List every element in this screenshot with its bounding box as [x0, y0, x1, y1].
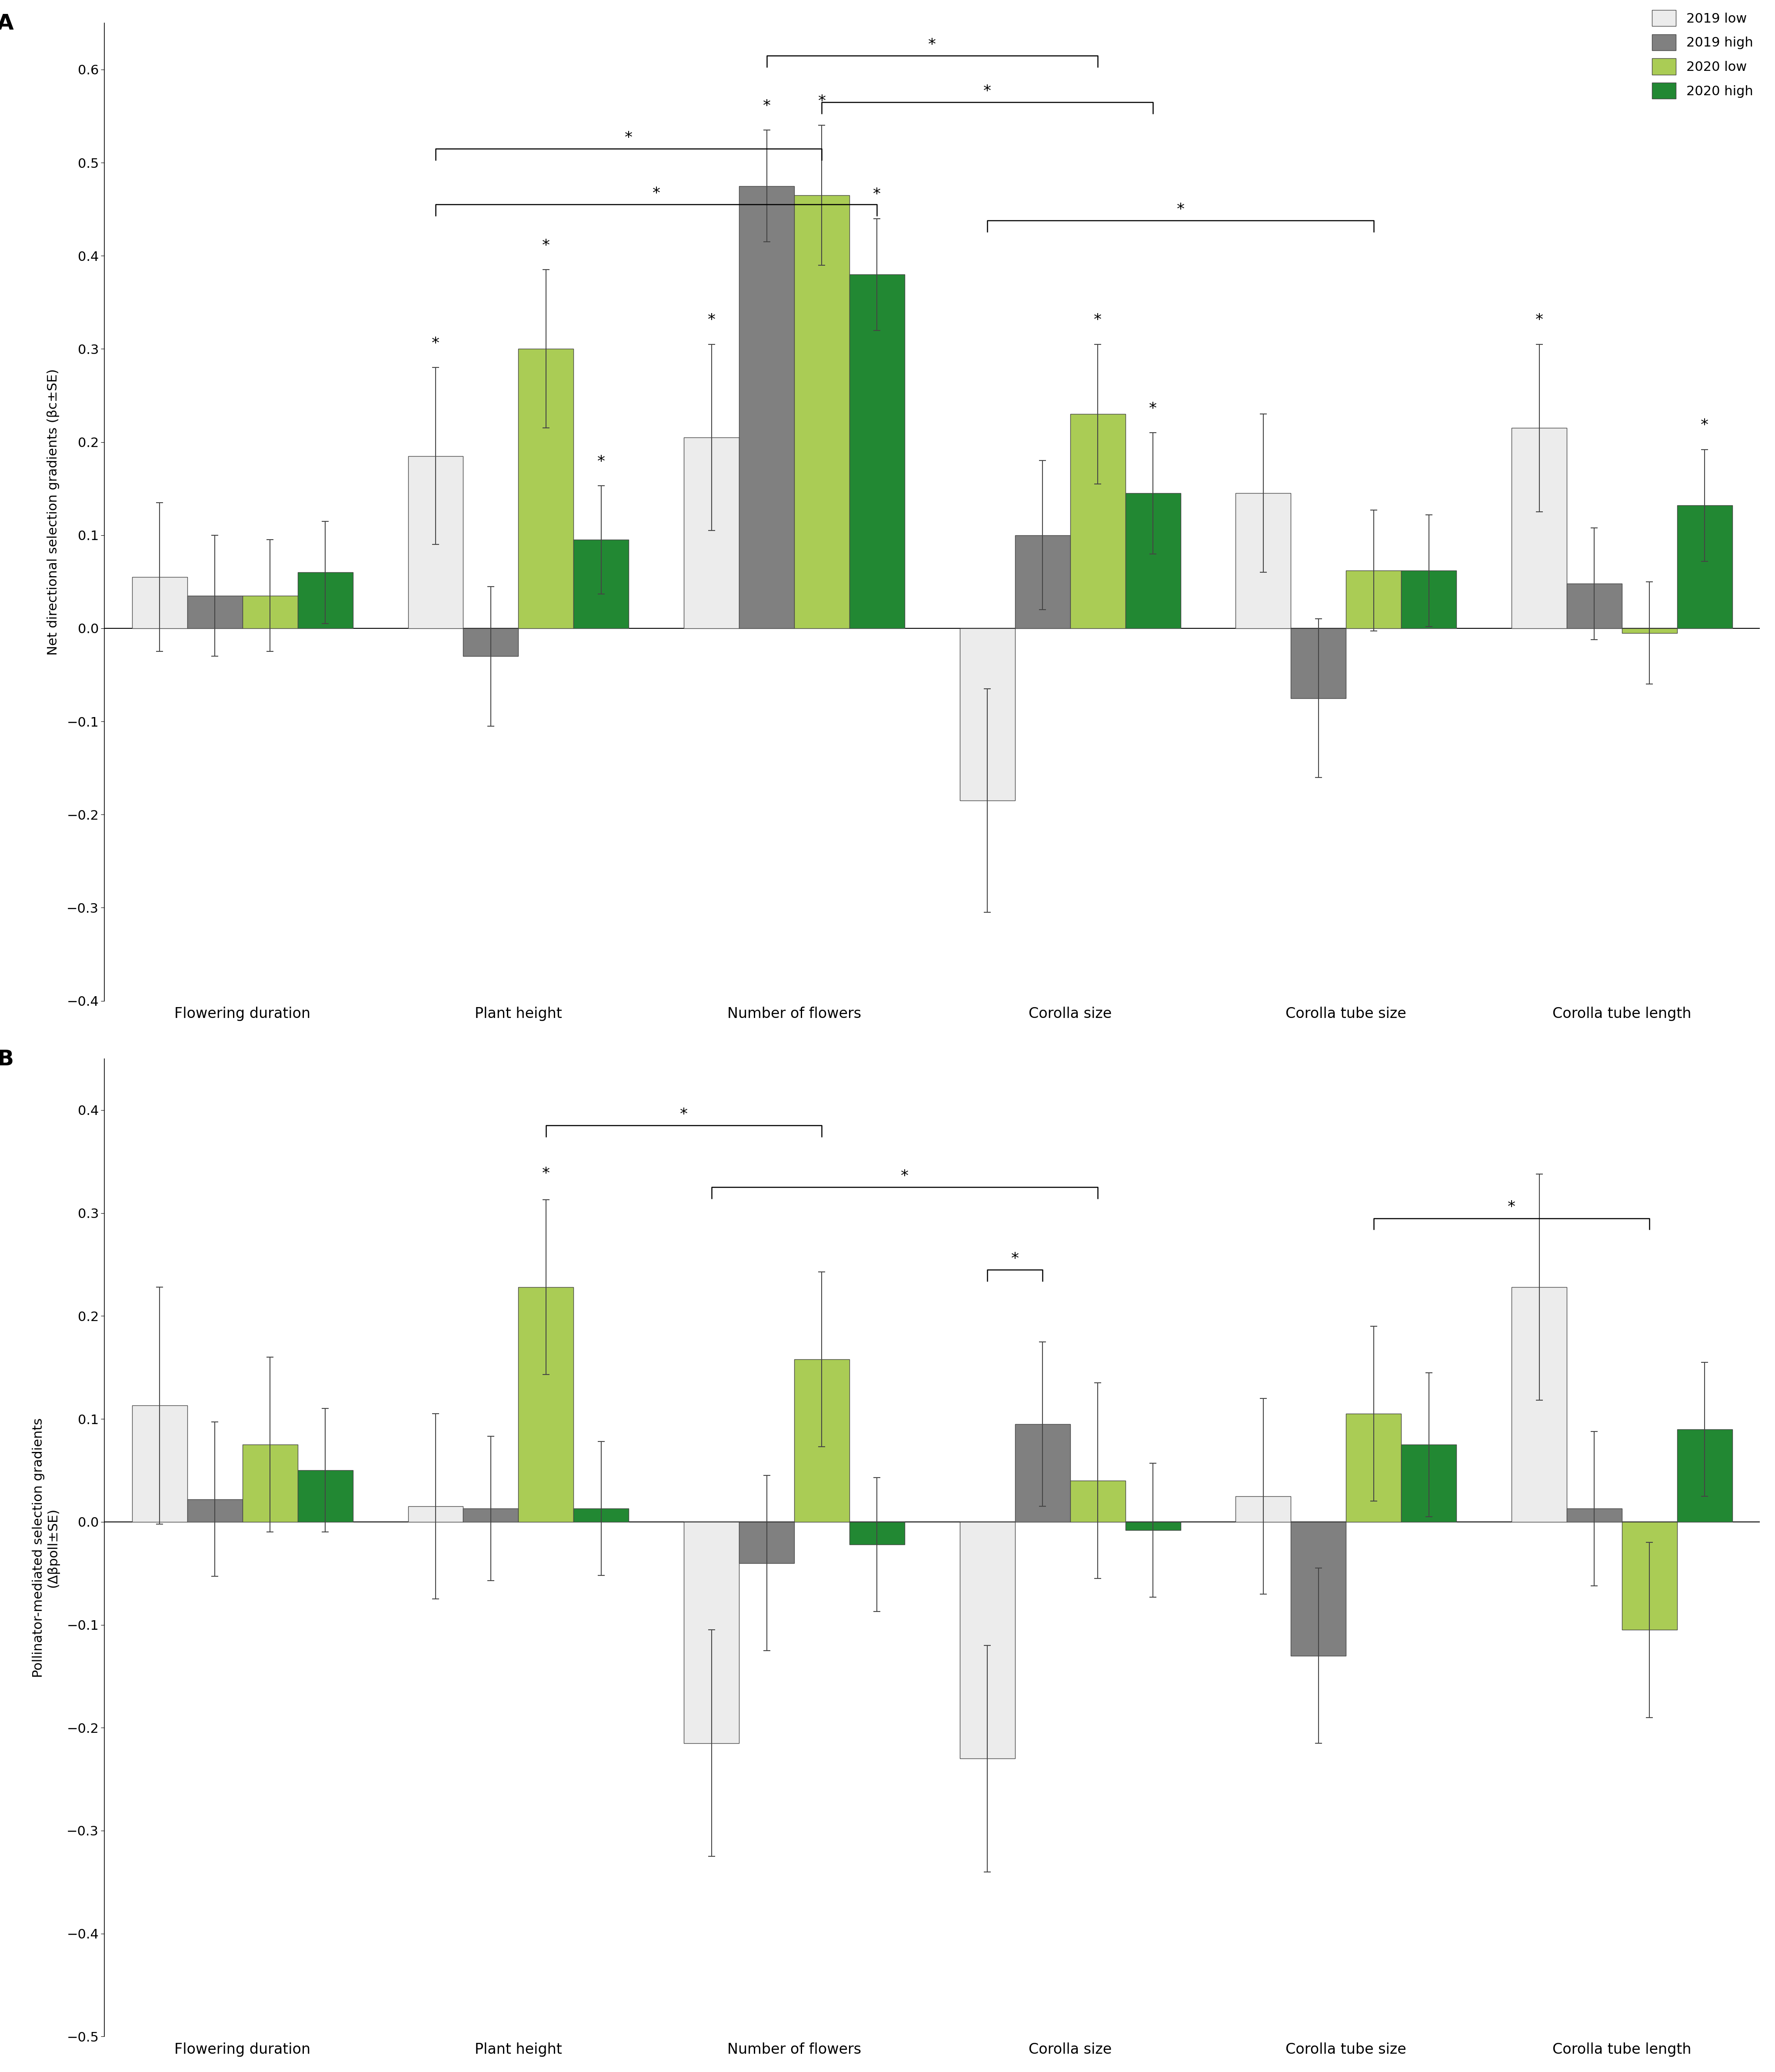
Bar — [793, 195, 850, 628]
Bar — [1125, 1521, 1180, 1529]
Text: *: * — [983, 83, 990, 99]
Text: *: * — [818, 93, 825, 108]
Bar — [1512, 1287, 1567, 1521]
Text: A: A — [0, 12, 14, 33]
Text: *: * — [1148, 402, 1157, 416]
Bar — [1512, 429, 1567, 628]
Bar — [1015, 535, 1070, 628]
Text: *: * — [431, 336, 440, 350]
Text: *: * — [680, 1106, 687, 1123]
Text: *: * — [1507, 1200, 1516, 1214]
Bar — [738, 1521, 793, 1562]
Text: *: * — [873, 186, 880, 201]
Bar — [1622, 628, 1677, 632]
Bar — [1070, 414, 1125, 628]
Bar — [463, 1508, 518, 1521]
Bar — [408, 1506, 463, 1521]
Bar — [960, 1521, 1015, 1759]
Bar — [188, 597, 243, 628]
Text: *: * — [625, 131, 632, 145]
Bar — [463, 628, 518, 657]
Bar — [1677, 506, 1732, 628]
Bar — [1345, 1413, 1400, 1521]
Bar — [573, 541, 628, 628]
Text: B: B — [0, 1048, 14, 1069]
Bar — [1070, 1481, 1125, 1521]
Bar — [738, 186, 793, 628]
Bar — [518, 348, 573, 628]
Bar — [298, 1471, 353, 1521]
Text: *: * — [900, 1169, 909, 1183]
Bar — [1125, 493, 1180, 628]
Y-axis label: Net directional selection gradients (βᴄ±SE): Net directional selection gradients (βᴄ±… — [46, 369, 59, 655]
Bar — [573, 1508, 628, 1521]
Text: *: * — [541, 1167, 550, 1181]
Text: *: * — [928, 37, 935, 52]
Bar — [1567, 1508, 1622, 1521]
Text: *: * — [763, 99, 770, 114]
Text: *: * — [708, 313, 715, 327]
Text: *: * — [596, 454, 605, 468]
Bar — [850, 1521, 905, 1544]
Text: *: * — [1093, 313, 1102, 327]
Bar — [1345, 570, 1400, 628]
Bar — [1015, 1423, 1070, 1521]
Bar — [1235, 1496, 1290, 1521]
Legend: 2019 low, 2019 high, 2020 low, 2020 high: 2019 low, 2019 high, 2020 low, 2020 high — [1653, 10, 1754, 99]
Bar — [1677, 1430, 1732, 1521]
Bar — [518, 1287, 573, 1521]
Y-axis label: Pollinator-mediated selection gradients
(Δβpoll±SE): Pollinator-mediated selection gradients … — [32, 1417, 59, 1678]
Text: *: * — [1012, 1251, 1019, 1266]
Text: *: * — [1535, 313, 1542, 327]
Bar — [131, 1405, 188, 1521]
Bar — [243, 597, 298, 628]
Text: *: * — [1177, 203, 1184, 218]
Bar — [683, 437, 738, 628]
Text: *: * — [653, 186, 660, 201]
Text: *: * — [1700, 419, 1709, 433]
Bar — [243, 1444, 298, 1521]
Bar — [850, 274, 905, 628]
Text: *: * — [541, 238, 550, 253]
Bar — [188, 1500, 243, 1521]
Bar — [298, 572, 353, 628]
Bar — [1622, 1521, 1677, 1631]
Bar — [1235, 493, 1290, 628]
Bar — [793, 1359, 850, 1521]
Bar — [1400, 1444, 1457, 1521]
Bar — [960, 628, 1015, 800]
Bar — [1290, 628, 1345, 698]
Bar — [408, 456, 463, 628]
Bar — [1567, 584, 1622, 628]
Bar — [1290, 1521, 1345, 1656]
Bar — [1400, 570, 1457, 628]
Bar — [131, 578, 188, 628]
Bar — [683, 1521, 738, 1743]
